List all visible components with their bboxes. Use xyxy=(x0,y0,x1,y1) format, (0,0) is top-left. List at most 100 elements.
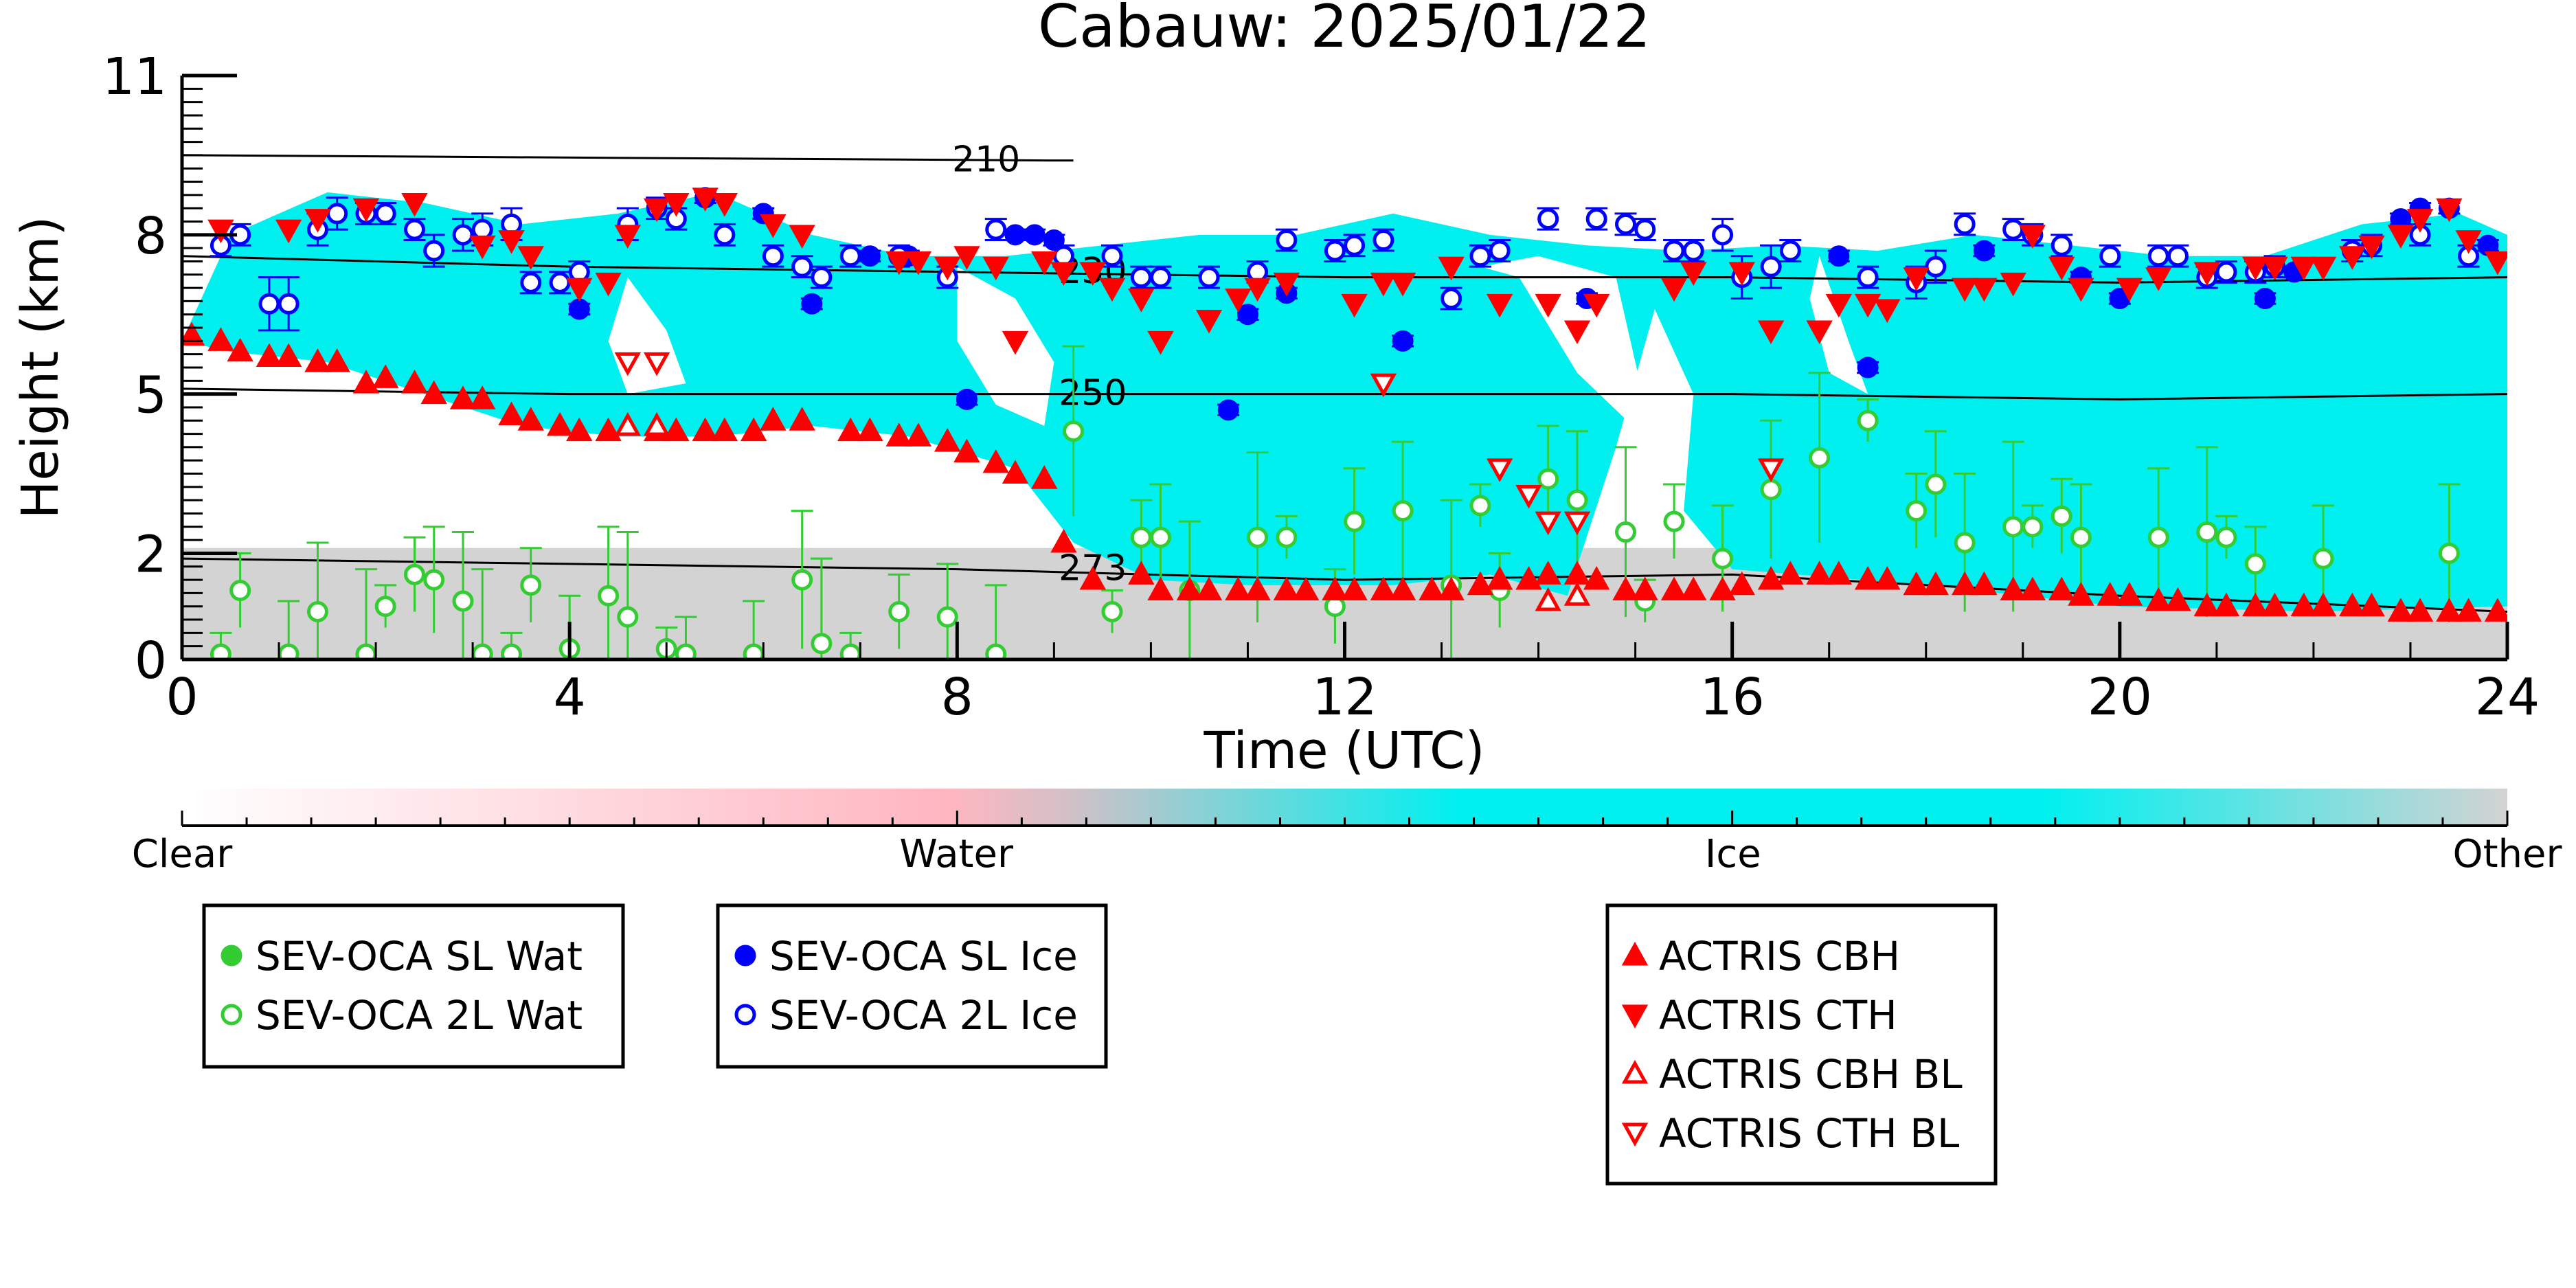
clear-field xyxy=(1480,256,1655,447)
data-point xyxy=(760,407,787,431)
data-point xyxy=(760,214,787,238)
data-point xyxy=(1971,571,1998,596)
data-point xyxy=(1031,465,1058,489)
data-point xyxy=(258,293,280,315)
data-point xyxy=(229,580,251,602)
data-point xyxy=(663,192,690,217)
data-point xyxy=(1682,240,1704,262)
data-point xyxy=(549,271,571,293)
data-point xyxy=(1440,288,1462,310)
data-point xyxy=(1585,208,1607,230)
data-point xyxy=(1828,245,1850,267)
data-point xyxy=(1130,267,1152,289)
data-point xyxy=(1486,458,1513,482)
data-point xyxy=(566,278,593,302)
data-point xyxy=(1002,330,1029,355)
legend-marker xyxy=(221,1004,242,1026)
data-point xyxy=(1563,320,1591,345)
data-point xyxy=(1276,229,1298,251)
data-point xyxy=(1469,495,1491,517)
data-point xyxy=(1615,521,1637,543)
data-point xyxy=(1370,576,1397,601)
data-point xyxy=(1663,510,1685,532)
data-point xyxy=(1273,272,1300,297)
data-point xyxy=(1322,576,1348,601)
data-point xyxy=(1728,571,1755,596)
data-point xyxy=(1777,561,1804,585)
x-axis-ticks: 0 4 8 12 16 20 24 xyxy=(166,622,2540,727)
data-point xyxy=(1344,234,1366,256)
data-point xyxy=(1150,267,1172,289)
data-point xyxy=(2196,521,2218,543)
data-point xyxy=(598,585,620,607)
data-point xyxy=(711,417,738,442)
data-point xyxy=(1370,373,1397,398)
data-point xyxy=(1660,576,1688,601)
data-point xyxy=(985,643,1007,659)
y-axis-label: Height (km) xyxy=(11,216,70,519)
data-point xyxy=(352,370,380,394)
data-point xyxy=(2002,516,2024,538)
y-axis-ticks: 0 2 5 8 11 xyxy=(102,47,237,690)
data-point xyxy=(498,401,525,426)
data-point xyxy=(1002,460,1029,484)
data-point xyxy=(1874,299,1901,324)
data-point xyxy=(469,385,496,409)
data-point xyxy=(1825,561,1853,585)
data-point xyxy=(643,198,670,223)
data-point xyxy=(1660,278,1688,302)
data-point xyxy=(1680,576,1707,601)
data-point xyxy=(2147,245,2169,267)
data-point xyxy=(2068,278,2094,302)
data-point xyxy=(2455,598,2482,622)
data-point xyxy=(1925,473,1947,495)
data-point xyxy=(2290,256,2318,281)
data-point xyxy=(1631,576,1658,601)
data-point xyxy=(956,388,978,410)
data-point xyxy=(791,256,813,278)
data-point xyxy=(614,225,641,249)
data-point xyxy=(1244,278,1271,302)
data-point xyxy=(2242,256,2269,281)
data-point xyxy=(1583,565,1610,590)
clear-field xyxy=(957,267,1054,426)
data-point xyxy=(469,235,496,260)
data-point xyxy=(304,209,331,233)
data-point xyxy=(1128,289,1155,313)
data-point xyxy=(304,348,331,372)
data-point xyxy=(275,219,302,244)
data-point xyxy=(1273,576,1300,601)
data-point xyxy=(1712,224,1734,246)
legend-marker xyxy=(221,945,242,967)
legend-marker xyxy=(1621,1004,1649,1029)
data-point xyxy=(2358,592,2385,617)
data-point xyxy=(1031,251,1058,275)
data-point xyxy=(452,590,474,612)
data-point xyxy=(326,203,348,225)
data-point xyxy=(423,240,445,262)
data-point xyxy=(2213,592,2240,617)
data-point xyxy=(1225,576,1252,601)
data-point xyxy=(2455,230,2482,254)
data-point xyxy=(374,203,396,225)
data-point xyxy=(1438,576,1465,601)
data-point xyxy=(1247,526,1269,548)
data-point xyxy=(520,271,542,293)
data-point xyxy=(2167,245,2189,267)
data-point xyxy=(2116,278,2143,302)
data-point xyxy=(2406,209,2434,233)
data-point xyxy=(1954,532,1976,554)
data-point xyxy=(1663,240,1685,262)
data-point xyxy=(2147,526,2169,548)
data-point xyxy=(1951,571,1978,596)
data-point xyxy=(1854,565,1882,590)
data-point xyxy=(1324,240,1346,262)
x-tick-label: 8 xyxy=(941,668,973,727)
data-point xyxy=(1903,267,1930,291)
data-point xyxy=(2387,598,2415,622)
colorbar-label: Other xyxy=(2452,832,2562,877)
data-point xyxy=(2339,246,2366,270)
data-point xyxy=(1757,565,1785,590)
data-point xyxy=(2387,225,2415,249)
